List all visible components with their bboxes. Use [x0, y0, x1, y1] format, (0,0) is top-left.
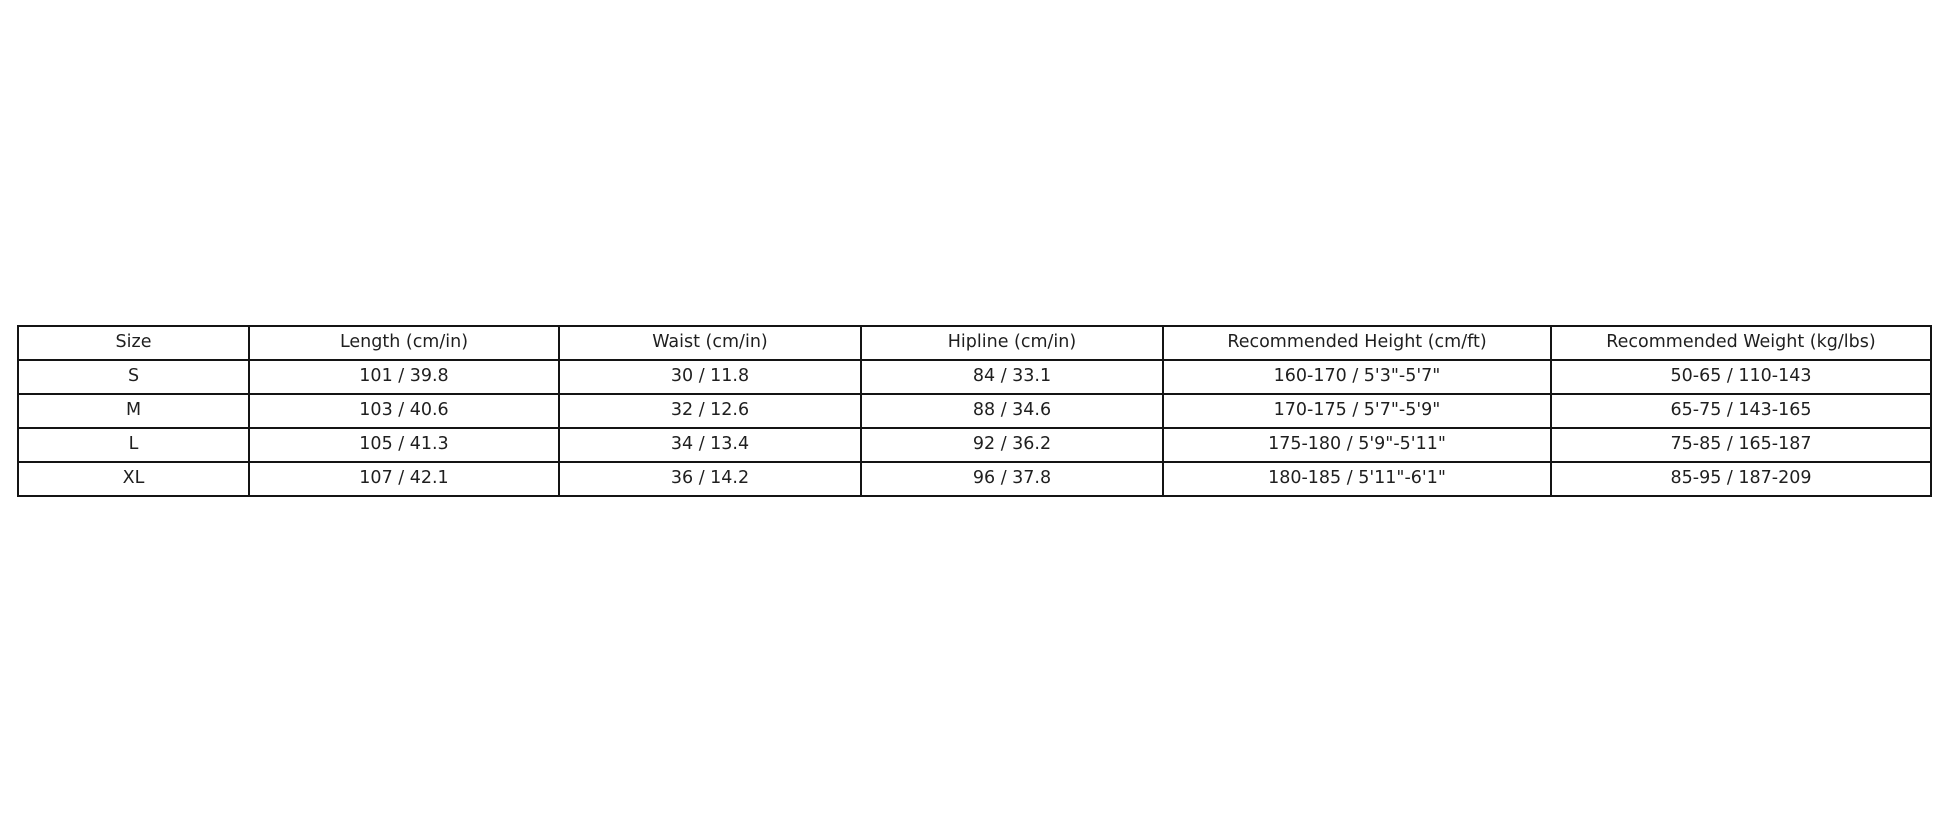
cell-length: 105 / 41.3 — [248, 427, 560, 463]
cell-waist: 30 / 11.8 — [558, 359, 862, 395]
cell-waist: 36 / 14.2 — [558, 461, 862, 497]
table-row-m: M 103 / 40.6 32 / 12.6 88 / 34.6 170-175… — [17, 393, 1932, 429]
header-cell-waist: Waist (cm/in) — [558, 325, 862, 361]
cell-recommended-height: 170-175 / 5'7"-5'9" — [1162, 393, 1552, 429]
cell-waist: 32 / 12.6 — [558, 393, 862, 429]
cell-hipline: 96 / 37.8 — [860, 461, 1164, 497]
table-row-s: S 101 / 39.8 30 / 11.8 84 / 33.1 160-170… — [17, 359, 1932, 395]
cell-recommended-height: 160-170 / 5'3"-5'7" — [1162, 359, 1552, 395]
header-cell-size: Size — [17, 325, 250, 361]
header-cell-recommended-weight: Recommended Weight (kg/lbs) — [1550, 325, 1932, 361]
header-cell-hipline: Hipline (cm/in) — [860, 325, 1164, 361]
cell-recommended-weight: 65-75 / 143-165 — [1550, 393, 1932, 429]
cell-size: XL — [17, 461, 250, 497]
table-row-l: L 105 / 41.3 34 / 13.4 92 / 36.2 175-180… — [17, 427, 1932, 463]
cell-recommended-height: 175-180 / 5'9"-5'11" — [1162, 427, 1552, 463]
cell-recommended-weight: 75-85 / 165-187 — [1550, 427, 1932, 463]
cell-size: S — [17, 359, 250, 395]
cell-hipline: 92 / 36.2 — [860, 427, 1164, 463]
size-chart-header: Size Length (cm/in) Waist (cm/in) Hiplin… — [17, 325, 1932, 361]
cell-length: 103 / 40.6 — [248, 393, 560, 429]
cell-length: 101 / 39.8 — [248, 359, 560, 395]
header-cell-recommended-height: Recommended Height (cm/ft) — [1162, 325, 1552, 361]
cell-hipline: 88 / 34.6 — [860, 393, 1164, 429]
cell-waist: 34 / 13.4 — [558, 427, 862, 463]
size-chart-table: Size Length (cm/in) Waist (cm/in) Hiplin… — [17, 325, 1932, 497]
cell-recommended-height: 180-185 / 5'11"-6'1" — [1162, 461, 1552, 497]
cell-recommended-weight: 50-65 / 110-143 — [1550, 359, 1932, 395]
table-row-xl: XL 107 / 42.1 36 / 14.2 96 / 37.8 180-18… — [17, 461, 1932, 497]
header-cell-length: Length (cm/in) — [248, 325, 560, 361]
cell-size: M — [17, 393, 250, 429]
cell-recommended-weight: 85-95 / 187-209 — [1550, 461, 1932, 497]
size-chart-body: S 101 / 39.8 30 / 11.8 84 / 33.1 160-170… — [17, 359, 1932, 497]
cell-hipline: 84 / 33.1 — [860, 359, 1164, 395]
cell-length: 107 / 42.1 — [248, 461, 560, 497]
header-row: Size Length (cm/in) Waist (cm/in) Hiplin… — [17, 325, 1932, 361]
cell-size: L — [17, 427, 250, 463]
